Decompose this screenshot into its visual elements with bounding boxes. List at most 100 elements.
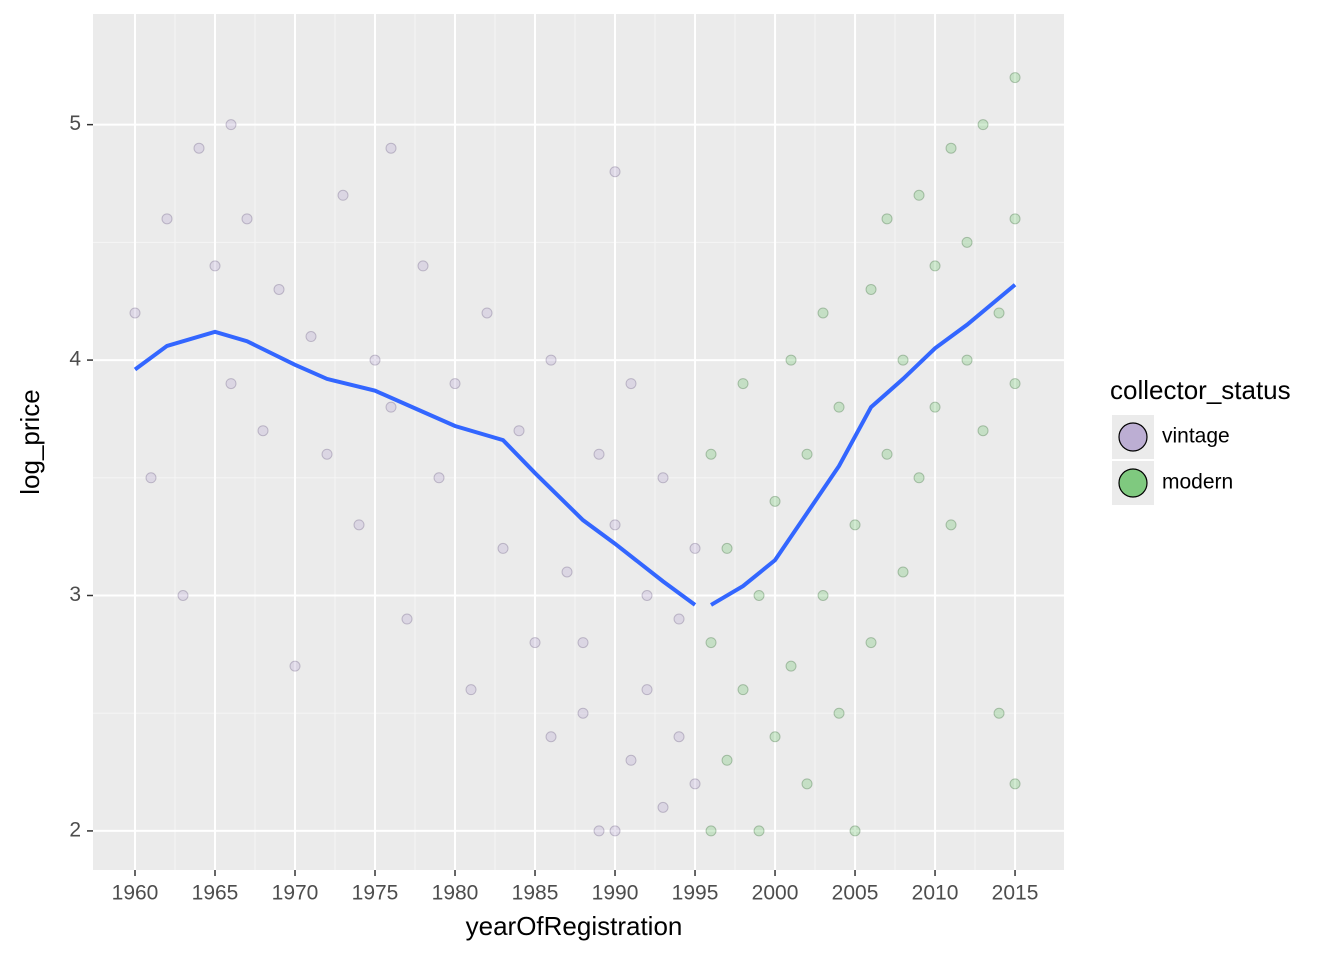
point [929,401,941,413]
point [737,684,749,696]
x-tick-label: 1970 [272,882,319,905]
point [753,589,765,601]
point [801,448,813,460]
point [353,519,365,531]
point [625,754,637,766]
point [913,472,925,484]
point [1009,378,1021,390]
point [865,283,877,295]
point [609,519,621,531]
point [721,542,733,554]
point [561,566,573,578]
point [481,307,493,319]
point [241,213,253,225]
point [625,378,637,390]
point [465,684,477,696]
point [977,119,989,131]
point [993,307,1005,319]
point [577,637,589,649]
point [225,119,237,131]
point [993,707,1005,719]
point [897,354,909,366]
point [769,495,781,507]
x-tick-label: 1985 [512,882,559,905]
legend-swatch [1118,422,1148,452]
legend-title: collector_status [1110,375,1291,405]
point [609,166,621,178]
y-tick-label: 2 [69,818,81,841]
point [225,378,237,390]
point [641,684,653,696]
y-tick-label: 3 [69,583,81,606]
point [673,731,685,743]
point [657,801,669,813]
point [401,613,413,625]
point [385,401,397,413]
point [737,378,749,390]
point [881,448,893,460]
point [817,307,829,319]
y-axis-label: log_price [15,389,45,495]
x-axis-label: yearOfRegistration [466,911,683,941]
point [673,613,685,625]
x-tick-label: 1965 [192,882,239,905]
point [689,542,701,554]
point [161,213,173,225]
point [913,189,925,201]
y-tick-label: 4 [69,348,81,371]
point [977,425,989,437]
x-tick-label: 1980 [432,882,479,905]
point [897,566,909,578]
x-tick-label: 1990 [592,882,639,905]
point [433,472,445,484]
point [849,519,861,531]
point [177,589,189,601]
point [705,825,717,837]
point [593,448,605,460]
point [705,637,717,649]
point [753,825,765,837]
point [337,189,349,201]
smooth-line [710,283,1017,607]
point [721,754,733,766]
point [817,589,829,601]
point [577,707,589,719]
point [833,707,845,719]
point [1009,213,1021,225]
point [545,731,557,743]
y-tick-label: 5 [69,112,81,135]
point [289,660,301,672]
point [385,142,397,154]
point [145,472,157,484]
point [273,283,285,295]
point [833,401,845,413]
point [641,589,653,601]
point [593,825,605,837]
x-tick-label: 2015 [992,882,1039,905]
point [961,354,973,366]
legend-swatch [1118,468,1148,498]
point [785,660,797,672]
point [257,425,269,437]
point [129,307,141,319]
point [529,637,541,649]
point [209,260,221,272]
point [1009,778,1021,790]
point [865,637,877,649]
panel [93,14,1064,870]
x-tick-label: 2005 [832,882,879,905]
x-tick-label: 1960 [112,882,159,905]
point [609,825,621,837]
point [945,519,957,531]
point [961,236,973,248]
point [945,142,957,154]
x-tick-label: 2000 [752,882,799,905]
point [193,142,205,154]
x-tick-label: 1975 [352,882,399,905]
point [449,378,461,390]
x-tick-label: 2010 [912,882,959,905]
point [417,260,429,272]
point [321,448,333,460]
legend-label: modern [1162,471,1233,494]
